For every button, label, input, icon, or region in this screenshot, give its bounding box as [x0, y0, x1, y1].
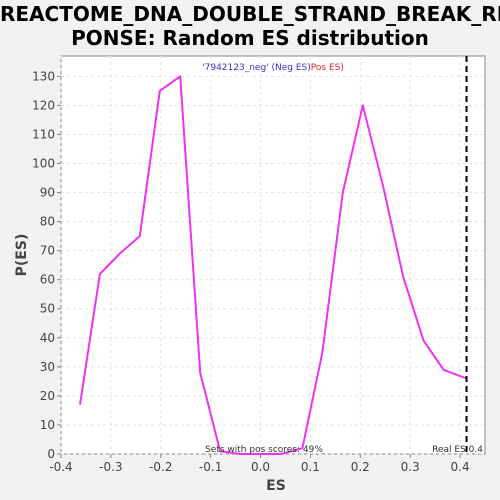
x-tick-label: 0.2 [351, 460, 370, 474]
y-tick-label: 0 [47, 447, 55, 461]
y-tick-label: 60 [40, 273, 55, 287]
y-tick-label: 110 [32, 127, 55, 141]
y-tick-label: 50 [40, 302, 55, 316]
y-tick-label: 80 [40, 215, 55, 229]
chart-title: REACTOME_DNA_DOUBLE_STRAND_BREAK_RES PON… [0, 2, 500, 50]
x-tick-label: 0.0 [251, 460, 270, 474]
y-tick-label: 10 [40, 418, 55, 432]
real-es-layer: Real ES 0.4 [432, 56, 483, 455]
es-distribution-line [79, 75, 467, 455]
x-axis-label: ES [266, 478, 286, 494]
y-tick-label: 130 [32, 69, 55, 83]
grid-lines [60, 56, 485, 455]
chart-title-line-1: REACTOME_DNA_DOUBLE_STRAND_BREAK_RES [0, 2, 500, 26]
y-tick-label: 120 [32, 98, 55, 112]
x-tick-label: 0.1 [301, 460, 320, 474]
y-tick-label: 40 [40, 331, 55, 345]
plot-area [60, 55, 486, 455]
y-tick-label: 100 [32, 156, 55, 170]
pos-scores-annotation: Sets with pos scores: 49% [205, 445, 323, 455]
x-tick-label: -0.1 [199, 460, 222, 474]
legend-part-1: '7942123_neg' (Neg ES) [202, 63, 311, 73]
y-tick-label: 90 [40, 186, 55, 200]
real-es-label: Real ES 0.4 [432, 445, 483, 455]
series-layer [79, 75, 467, 455]
legend-part-2: Pos ES) [311, 63, 344, 73]
x-tick-label: 0.4 [451, 460, 470, 474]
y-tick-label: 20 [40, 389, 55, 403]
y-tick-label: 70 [40, 244, 55, 258]
y-axis-label: P(ES) [14, 234, 30, 277]
chart-title-line-2: PONSE: Random ES distribution [71, 26, 429, 50]
x-tick-label: -0.3 [99, 460, 122, 474]
x-tick-label: -0.4 [49, 460, 72, 474]
legend: '7942123_neg' (Neg ES)Pos ES) [202, 63, 344, 73]
y-tick-label: 30 [40, 360, 55, 374]
x-axis-ticks: -0.4 -0.3 -0.2 -0.1 0.0 0.1 0.2 0.3 0.4 [49, 454, 470, 474]
y-axis-ticks: 0 10 20 30 40 50 60 70 80 90 100 110 120 130 [32, 69, 61, 461]
x-tick-label: -0.2 [149, 460, 172, 474]
x-tick-label: 0.3 [401, 460, 420, 474]
